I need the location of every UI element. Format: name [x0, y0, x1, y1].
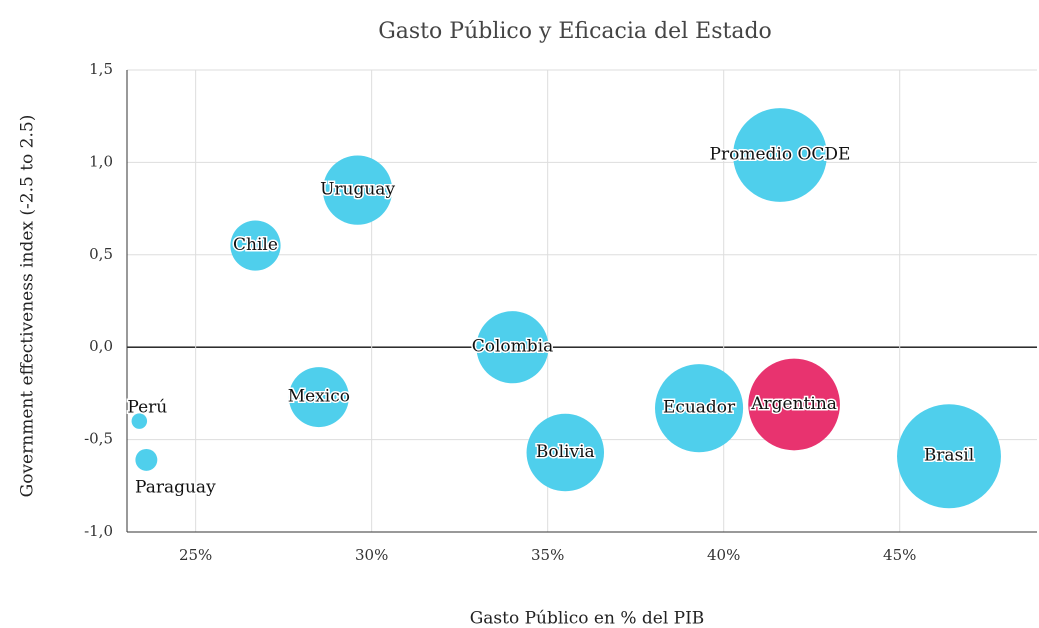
point-label: Ecuador: [663, 398, 736, 418]
x-tick-label: 45%: [883, 546, 916, 564]
bubble: [131, 413, 148, 429]
point-label: Uruguay: [320, 180, 395, 200]
bubble: [748, 358, 840, 451]
bubble: [733, 108, 827, 202]
x-tick-label: 30%: [355, 546, 388, 564]
bubble: [655, 364, 744, 453]
bubble: [288, 367, 349, 428]
y-tick-label: -1,0: [84, 522, 113, 540]
x-tick-label: 40%: [707, 546, 740, 564]
x-tick-label: 35%: [531, 546, 564, 564]
point-label: Bolivia: [536, 442, 595, 462]
point-label: Brasil: [924, 446, 974, 466]
bubble: [526, 413, 605, 492]
y-tick-label: 0,0: [89, 337, 113, 355]
bubble: [476, 311, 549, 384]
bubble: [135, 448, 158, 471]
y-axis-label: Government effectiveness index (-2.5 to …: [18, 115, 38, 498]
bubble: [230, 220, 281, 271]
point-label: Perú: [127, 398, 167, 418]
chart-title: Gasto Público y Eficacia del Estado: [378, 19, 772, 44]
bubble: [897, 404, 1001, 509]
y-tick-label: 1,0: [89, 152, 113, 170]
point-label: Mexico: [288, 387, 350, 407]
point-label: Colombia: [472, 337, 554, 357]
y-tick-label: -0,5: [84, 430, 113, 448]
x-tick-label: 25%: [179, 546, 212, 564]
bubble: [322, 155, 393, 225]
point-label: Promedio OCDE: [710, 145, 851, 165]
point-label: Paraguay: [135, 477, 216, 497]
y-tick-label: 1,5: [89, 60, 113, 78]
point-label: Chile: [233, 235, 278, 255]
x-axis-label: Gasto Público en % del PIB: [470, 609, 705, 628]
point-label: Argentina: [750, 394, 837, 414]
y-tick-label: 0,5: [89, 245, 113, 263]
